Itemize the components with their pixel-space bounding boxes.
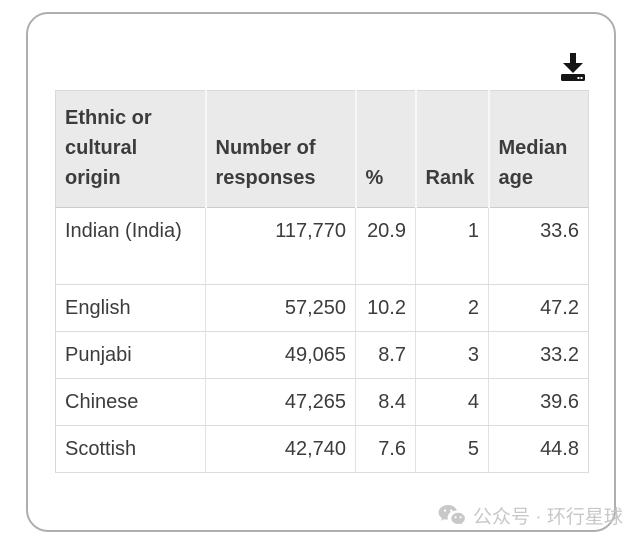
cell-origin: Scottish	[55, 425, 206, 473]
watermark-text: 公众号 · 环行星球	[473, 507, 623, 528]
table-row: Chinese 47,265 8.4 4 39.6	[55, 378, 589, 426]
col-header-percent: %	[354, 90, 416, 208]
table-row: English 57,250 10.2 2 47.2	[55, 284, 589, 332]
cell-percent: 8.7	[355, 331, 416, 379]
cell-percent: 7.6	[355, 425, 416, 473]
cell-responses: 57,250	[205, 284, 356, 332]
cell-rank: 3	[415, 331, 489, 379]
cell-responses: 42,740	[205, 425, 356, 473]
table-row: Indian (India) 117,770 20.9 1 33.6	[55, 207, 589, 285]
cell-percent: 20.9	[355, 207, 416, 285]
cell-origin: English	[55, 284, 206, 332]
watermark: 公众号 · 环行星球	[438, 502, 623, 529]
cell-rank: 1	[415, 207, 489, 285]
cell-percent: 10.2	[355, 284, 416, 332]
col-header-median-age: Median age	[487, 90, 589, 208]
col-header-rank: Rank	[414, 90, 489, 208]
col-header-ethnic-origin: Ethnic or cultural origin	[55, 90, 206, 208]
cell-responses: 47,265	[205, 378, 356, 426]
table-row: Punjabi 49,065 8.7 3 33.2	[55, 331, 589, 379]
table-container: Ethnic or cultural origin Number of resp…	[55, 90, 589, 473]
cell-origin: Indian (India)	[55, 207, 206, 285]
table-header-row: Ethnic or cultural origin Number of resp…	[55, 90, 589, 208]
download-button[interactable]	[556, 50, 590, 84]
table-card: Ethnic or cultural origin Number of resp…	[26, 12, 616, 532]
cell-percent: 8.4	[355, 378, 416, 426]
table-row: Scottish 42,740 7.6 5 44.8	[55, 425, 589, 473]
download-icon	[561, 53, 585, 81]
cell-responses: 117,770	[205, 207, 356, 285]
cell-rank: 2	[415, 284, 489, 332]
cell-rank: 5	[415, 425, 489, 473]
cell-median-age: 47.2	[488, 284, 589, 332]
cell-median-age: 33.2	[488, 331, 589, 379]
cell-median-age: 39.6	[488, 378, 589, 426]
cell-origin: Chinese	[55, 378, 206, 426]
ethnic-origin-table: Ethnic or cultural origin Number of resp…	[55, 90, 589, 473]
cell-median-age: 33.6	[488, 207, 589, 285]
col-header-number-of-responses: Number of responses	[204, 90, 356, 208]
wechat-icon	[438, 505, 466, 527]
cell-rank: 4	[415, 378, 489, 426]
cell-origin: Punjabi	[55, 331, 206, 379]
cell-median-age: 44.8	[488, 425, 589, 473]
cell-responses: 49,065	[205, 331, 356, 379]
